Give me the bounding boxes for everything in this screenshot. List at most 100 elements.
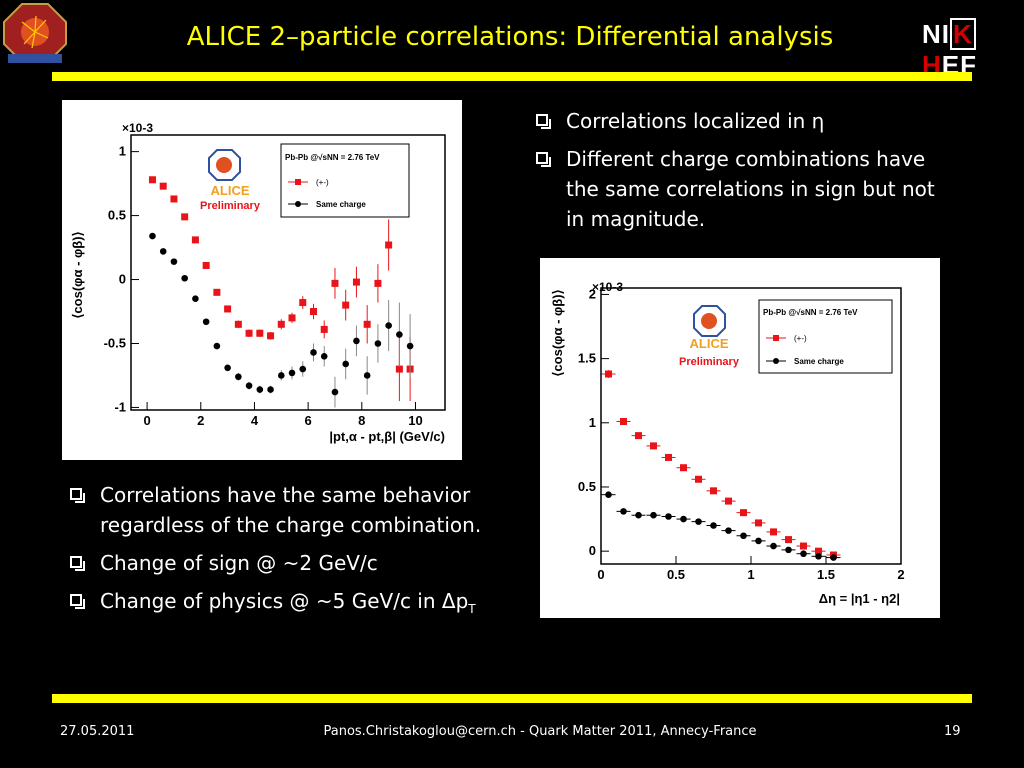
legend-marker-opposite: [773, 335, 779, 341]
legend-box: [280, 143, 410, 218]
data-point-same-charge: [665, 513, 672, 520]
x-tick-label: 0: [597, 567, 604, 582]
data-point-opposite-charge: [620, 418, 627, 426]
legend-marker-same: [295, 201, 301, 207]
alice-badge: ALICE Preliminary: [200, 149, 261, 212]
footer-date: 27.05.2011: [60, 724, 135, 739]
page-number: 19: [944, 724, 961, 739]
x-tick-label: 10: [408, 413, 422, 428]
data-point-same-charge: [396, 331, 403, 338]
footer-center: Panos.Christakoglou@cern.ch - Quark Matt…: [323, 724, 757, 739]
x-tick-label: 8: [358, 413, 365, 428]
y-tick-label: -0.5: [104, 335, 126, 350]
data-point-same-charge: [170, 258, 178, 265]
nikhef-logo-part: NI: [922, 19, 950, 49]
data-point-opposite-charge: [213, 288, 221, 296]
data-point-opposite-charge: [267, 332, 275, 340]
data-point-opposite-charge: [299, 299, 307, 307]
data-point-same-charge: [245, 382, 253, 389]
y-exponent: ×10-3: [592, 280, 623, 294]
data-point-opposite-charge: [277, 320, 285, 328]
legend-same-label: Same charge: [316, 200, 366, 209]
legend-marker-same: [773, 358, 779, 364]
x-axis-label: |pt,α - pt,β| (GeV/c): [329, 429, 445, 444]
data-point-same-charge: [331, 388, 339, 396]
y-axis-label: ⟨cos(φα - φβ)⟩: [70, 231, 85, 318]
data-point-opposite-charge: [202, 261, 210, 269]
top-divider: [52, 72, 972, 81]
bullet-subscript: T: [468, 602, 476, 616]
bullet-item: Different charge combinations have the s…: [532, 144, 952, 234]
plot-frame: [130, 134, 446, 411]
bullet-item: Correlations localized in η: [532, 106, 952, 136]
data-point-opposite-charge: [148, 176, 156, 184]
data-point-same-charge: [695, 518, 702, 525]
data-point-opposite-charge: [680, 464, 687, 472]
bottom-divider: [52, 694, 972, 703]
data-point-same-charge: [310, 349, 317, 356]
legend-opposite-label: (+-): [794, 334, 807, 343]
data-point-same-charge: [635, 511, 642, 519]
chart-pt-difference: ×10-3 ⟨cos(φα - φβ)⟩ |pt,α - pt,β| (GeV/…: [62, 100, 462, 460]
x-tick-label: 0.5: [667, 567, 685, 582]
checkbox-bullet-icon: [70, 488, 85, 503]
data-point-same-charge: [740, 532, 747, 540]
y-tick-label: 1: [119, 144, 126, 159]
y-tick-label: 0.5: [108, 208, 126, 223]
chart-eta-difference: ×10-3 ⟨cos(φα - φβ)⟩ Δη = |η1 - η2| 0 0.5…: [540, 258, 940, 618]
data-point-opposite-charge: [695, 475, 702, 483]
x-tick-label: 6: [305, 413, 312, 428]
data-point-same-charge: [342, 360, 350, 368]
data-point-same-charge: [680, 515, 687, 523]
data-point-opposite-charge: [725, 497, 732, 505]
data-point-same-charge: [149, 232, 156, 240]
data-point-opposite-charge: [181, 213, 189, 221]
data-point-same-charge: [650, 511, 657, 519]
data-point-same-charge: [755, 537, 762, 545]
y-tick-label: 1.5: [578, 351, 596, 366]
y-tick-label: -1: [114, 399, 126, 414]
bullet-list-left: Correlations have the same behavior rega…: [66, 480, 486, 632]
bullet-text: Change of physics @ ~5 GeV/c in Δp: [100, 589, 469, 613]
data-point-opposite-charge: [352, 278, 360, 286]
alice-badge: ALICE Preliminary: [679, 305, 740, 368]
x-tick-label: 1: [747, 567, 754, 582]
data-point-opposite-charge: [331, 279, 339, 287]
data-point-same-charge: [406, 342, 414, 350]
data-point-same-charge: [277, 372, 285, 379]
bullet-text: Change of sign @ ~2 GeV/c: [100, 551, 378, 575]
bullet-text: Correlations have the same behavior rega…: [100, 483, 482, 537]
data-point-same-charge: [363, 372, 371, 379]
data-point-same-charge: [605, 491, 612, 498]
legend-marker-opposite: [295, 179, 301, 185]
data-point-opposite-charge: [635, 432, 642, 440]
preliminary-label: Preliminary: [200, 200, 261, 212]
y-tick-label: 0: [589, 543, 596, 558]
y-tick-label: 0.5: [578, 479, 596, 494]
chart-legend: ALICE Preliminary Pb-Pb @√sNN = 2.76 TeV…: [679, 299, 893, 374]
data-point-same-charge: [710, 522, 717, 529]
x-tick-label: 1.5: [817, 567, 835, 582]
y-exponent: ×10-3: [122, 121, 153, 135]
legend-system: Pb-Pb @√sNN = 2.76 TeV: [285, 153, 380, 162]
data-point-same-charge: [620, 508, 627, 515]
data-point-same-charge: [267, 386, 274, 393]
legend-system: Pb-Pb @√sNN = 2.76 TeV: [763, 308, 858, 317]
data-point-opposite-charge: [170, 195, 178, 203]
data-point-same-charge: [770, 542, 777, 550]
checkbox-bullet-icon: [70, 594, 85, 609]
data-point-same-charge: [815, 552, 822, 560]
data-point-same-charge: [374, 340, 382, 347]
data-point-opposite-charge: [665, 453, 672, 461]
legend-same-label: Same charge: [794, 357, 844, 366]
data-point-same-charge: [235, 373, 242, 381]
data-point-opposite-charge: [785, 536, 792, 544]
data-point-same-charge: [288, 369, 296, 377]
bullet-item: Correlations have the same behavior rega…: [66, 480, 486, 540]
data-point-opposite-charge: [815, 547, 822, 555]
bullet-list-right: Correlations localized in η Different ch…: [532, 106, 952, 242]
data-point-opposite-charge: [309, 308, 317, 316]
data-point-opposite-charge: [740, 509, 747, 517]
x-tick-label: 2: [897, 567, 904, 582]
data-point-same-charge: [299, 365, 307, 373]
